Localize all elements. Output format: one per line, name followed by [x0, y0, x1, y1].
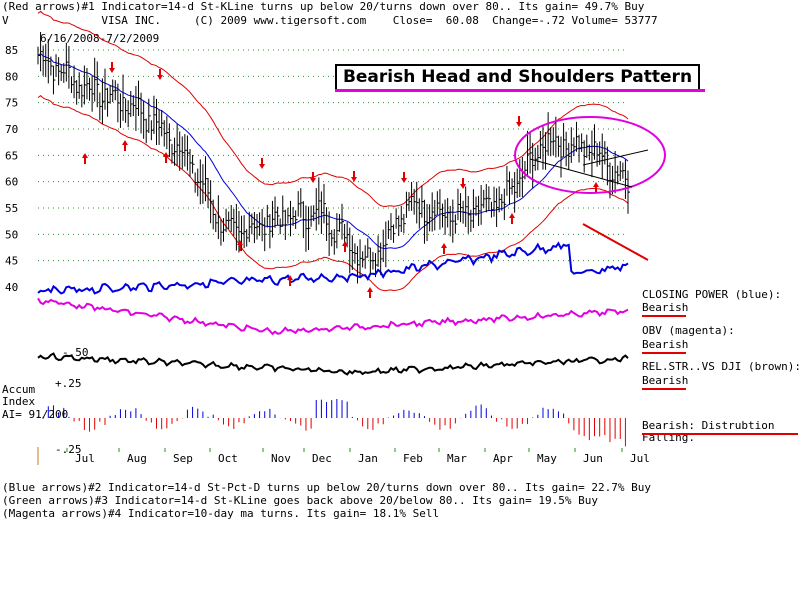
- header-line-2: V VISA INC. (C) 2009 www.tigersoft.com C…: [2, 14, 658, 27]
- y-axis-ticks: 40 45 50 55 60 65 70 75 80 85: [5, 44, 18, 294]
- closing-power-value: Bearish: [642, 301, 689, 314]
- y-tick-label: 40: [5, 281, 18, 294]
- cp-downtrend: [582, 223, 649, 261]
- accum-value: Bearish: Distrubtion Falling.: [642, 419, 775, 444]
- y-tick-label: 45: [5, 255, 18, 268]
- buy-arrow-head: [122, 140, 128, 145]
- obv-value: Bearish: [642, 338, 689, 351]
- closing-power-line: [37, 241, 629, 295]
- sell-arrow-head: [516, 122, 522, 127]
- pattern-ellipse: [514, 116, 666, 194]
- buy-arrow-head: [237, 240, 243, 245]
- y-tick-label: 85: [5, 44, 18, 57]
- neckline-2: [582, 149, 649, 166]
- price-bars: [37, 32, 630, 284]
- sell-arrow-head: [157, 75, 163, 80]
- buy-arrow-head: [509, 213, 515, 218]
- y-tick-label: 80: [5, 70, 18, 83]
- x-tick-label: Jun: [583, 452, 603, 465]
- x-axis-ticks: Jul Aug Sep Oct Nov Dec Jan Feb Mar Apr May Jun Jul: [37, 447, 650, 465]
- x-tick-label: Dec: [312, 452, 332, 465]
- buy-arrow-head: [367, 287, 373, 292]
- accum-tick-mid: -.50: [62, 346, 89, 359]
- x-tick-label: Nov: [271, 452, 291, 465]
- y-tick-label: 65: [5, 149, 18, 162]
- y-tick-label: 60: [5, 176, 18, 189]
- buy-arrow-head: [342, 241, 348, 246]
- sell-arrow-head: [109, 68, 115, 73]
- y-tick-label: 70: [5, 123, 18, 136]
- accum-label-3: AI= 91/200: [2, 408, 69, 421]
- accum-index-histogram: [37, 398, 626, 447]
- buy-arrow-head: [82, 153, 88, 158]
- neckline: [529, 158, 633, 188]
- relstr-value: Bearish: [642, 374, 689, 387]
- sell-arrow-head: [310, 178, 316, 183]
- buy-arrow-head: [287, 275, 293, 280]
- obv-underline: [642, 352, 686, 354]
- x-tick-label: Oct: [218, 452, 238, 465]
- accum-tick-bottom: -.25: [55, 443, 82, 456]
- lower-band: [37, 95, 629, 292]
- x-tick-label: Jul: [75, 452, 95, 465]
- x-tick-label: Aug: [127, 452, 147, 465]
- sell-arrow-head: [401, 178, 407, 183]
- x-tick-label: Mar: [447, 452, 467, 465]
- footer-line-2: (Green arrows)#3 Indicator=14-d St-KLine…: [2, 494, 599, 507]
- footer-line-1: (Blue arrows)#2 Indicator=14-d St-Pct-D …: [2, 481, 652, 494]
- relstr-line: [37, 352, 629, 376]
- x-tick-label: Jul: [630, 452, 650, 465]
- grid-lines: [38, 49, 628, 262]
- closing-power-label: CLOSING POWER (blue):: [642, 288, 782, 301]
- upper-band: [37, 10, 629, 208]
- accum-label-2: Index: [2, 395, 36, 408]
- pattern-title: Bearish Head and Shoulders Pattern: [335, 64, 700, 91]
- obv-line: [37, 297, 629, 336]
- pattern-title-underline: [335, 89, 705, 92]
- sell-arrow-head: [460, 184, 466, 189]
- indicator-lines: [37, 241, 629, 376]
- obv-label: OBV (magenta):: [642, 324, 735, 337]
- sell-arrow-head: [259, 164, 265, 169]
- accum-underline: [642, 433, 798, 435]
- signal-arrows: [82, 62, 599, 298]
- accum-tick-top: +.25: [55, 377, 82, 390]
- y-tick-label: 75: [5, 97, 18, 110]
- relstr-label: REL.STR..VS DJI (brown):: [642, 360, 800, 373]
- closing-power-underline: [642, 315, 686, 317]
- x-tick-label: Apr: [493, 452, 513, 465]
- x-tick-label: Jan: [358, 452, 378, 465]
- relstr-underline: [642, 388, 686, 390]
- x-tick-label: Sep: [173, 452, 193, 465]
- buy-arrow-head: [163, 152, 169, 157]
- x-tick-label: Feb: [403, 452, 423, 465]
- footer-line-3: (Magenta arrows)#4 Indicator=10-day ma t…: [2, 507, 440, 520]
- date-range: 6/16/2008-7/2/2009: [40, 32, 160, 45]
- y-tick-label: 55: [5, 202, 18, 215]
- buy-arrow-head: [441, 243, 447, 248]
- sell-arrow-head: [351, 177, 357, 182]
- header-line-1: (Red arrows)#1 Indicator=14-d St-KLine t…: [2, 0, 645, 13]
- buy-arrow-head: [593, 182, 599, 187]
- accum-label-1: Accum: [2, 383, 36, 396]
- x-tick-label: May: [537, 452, 557, 465]
- y-tick-label: 50: [5, 228, 18, 241]
